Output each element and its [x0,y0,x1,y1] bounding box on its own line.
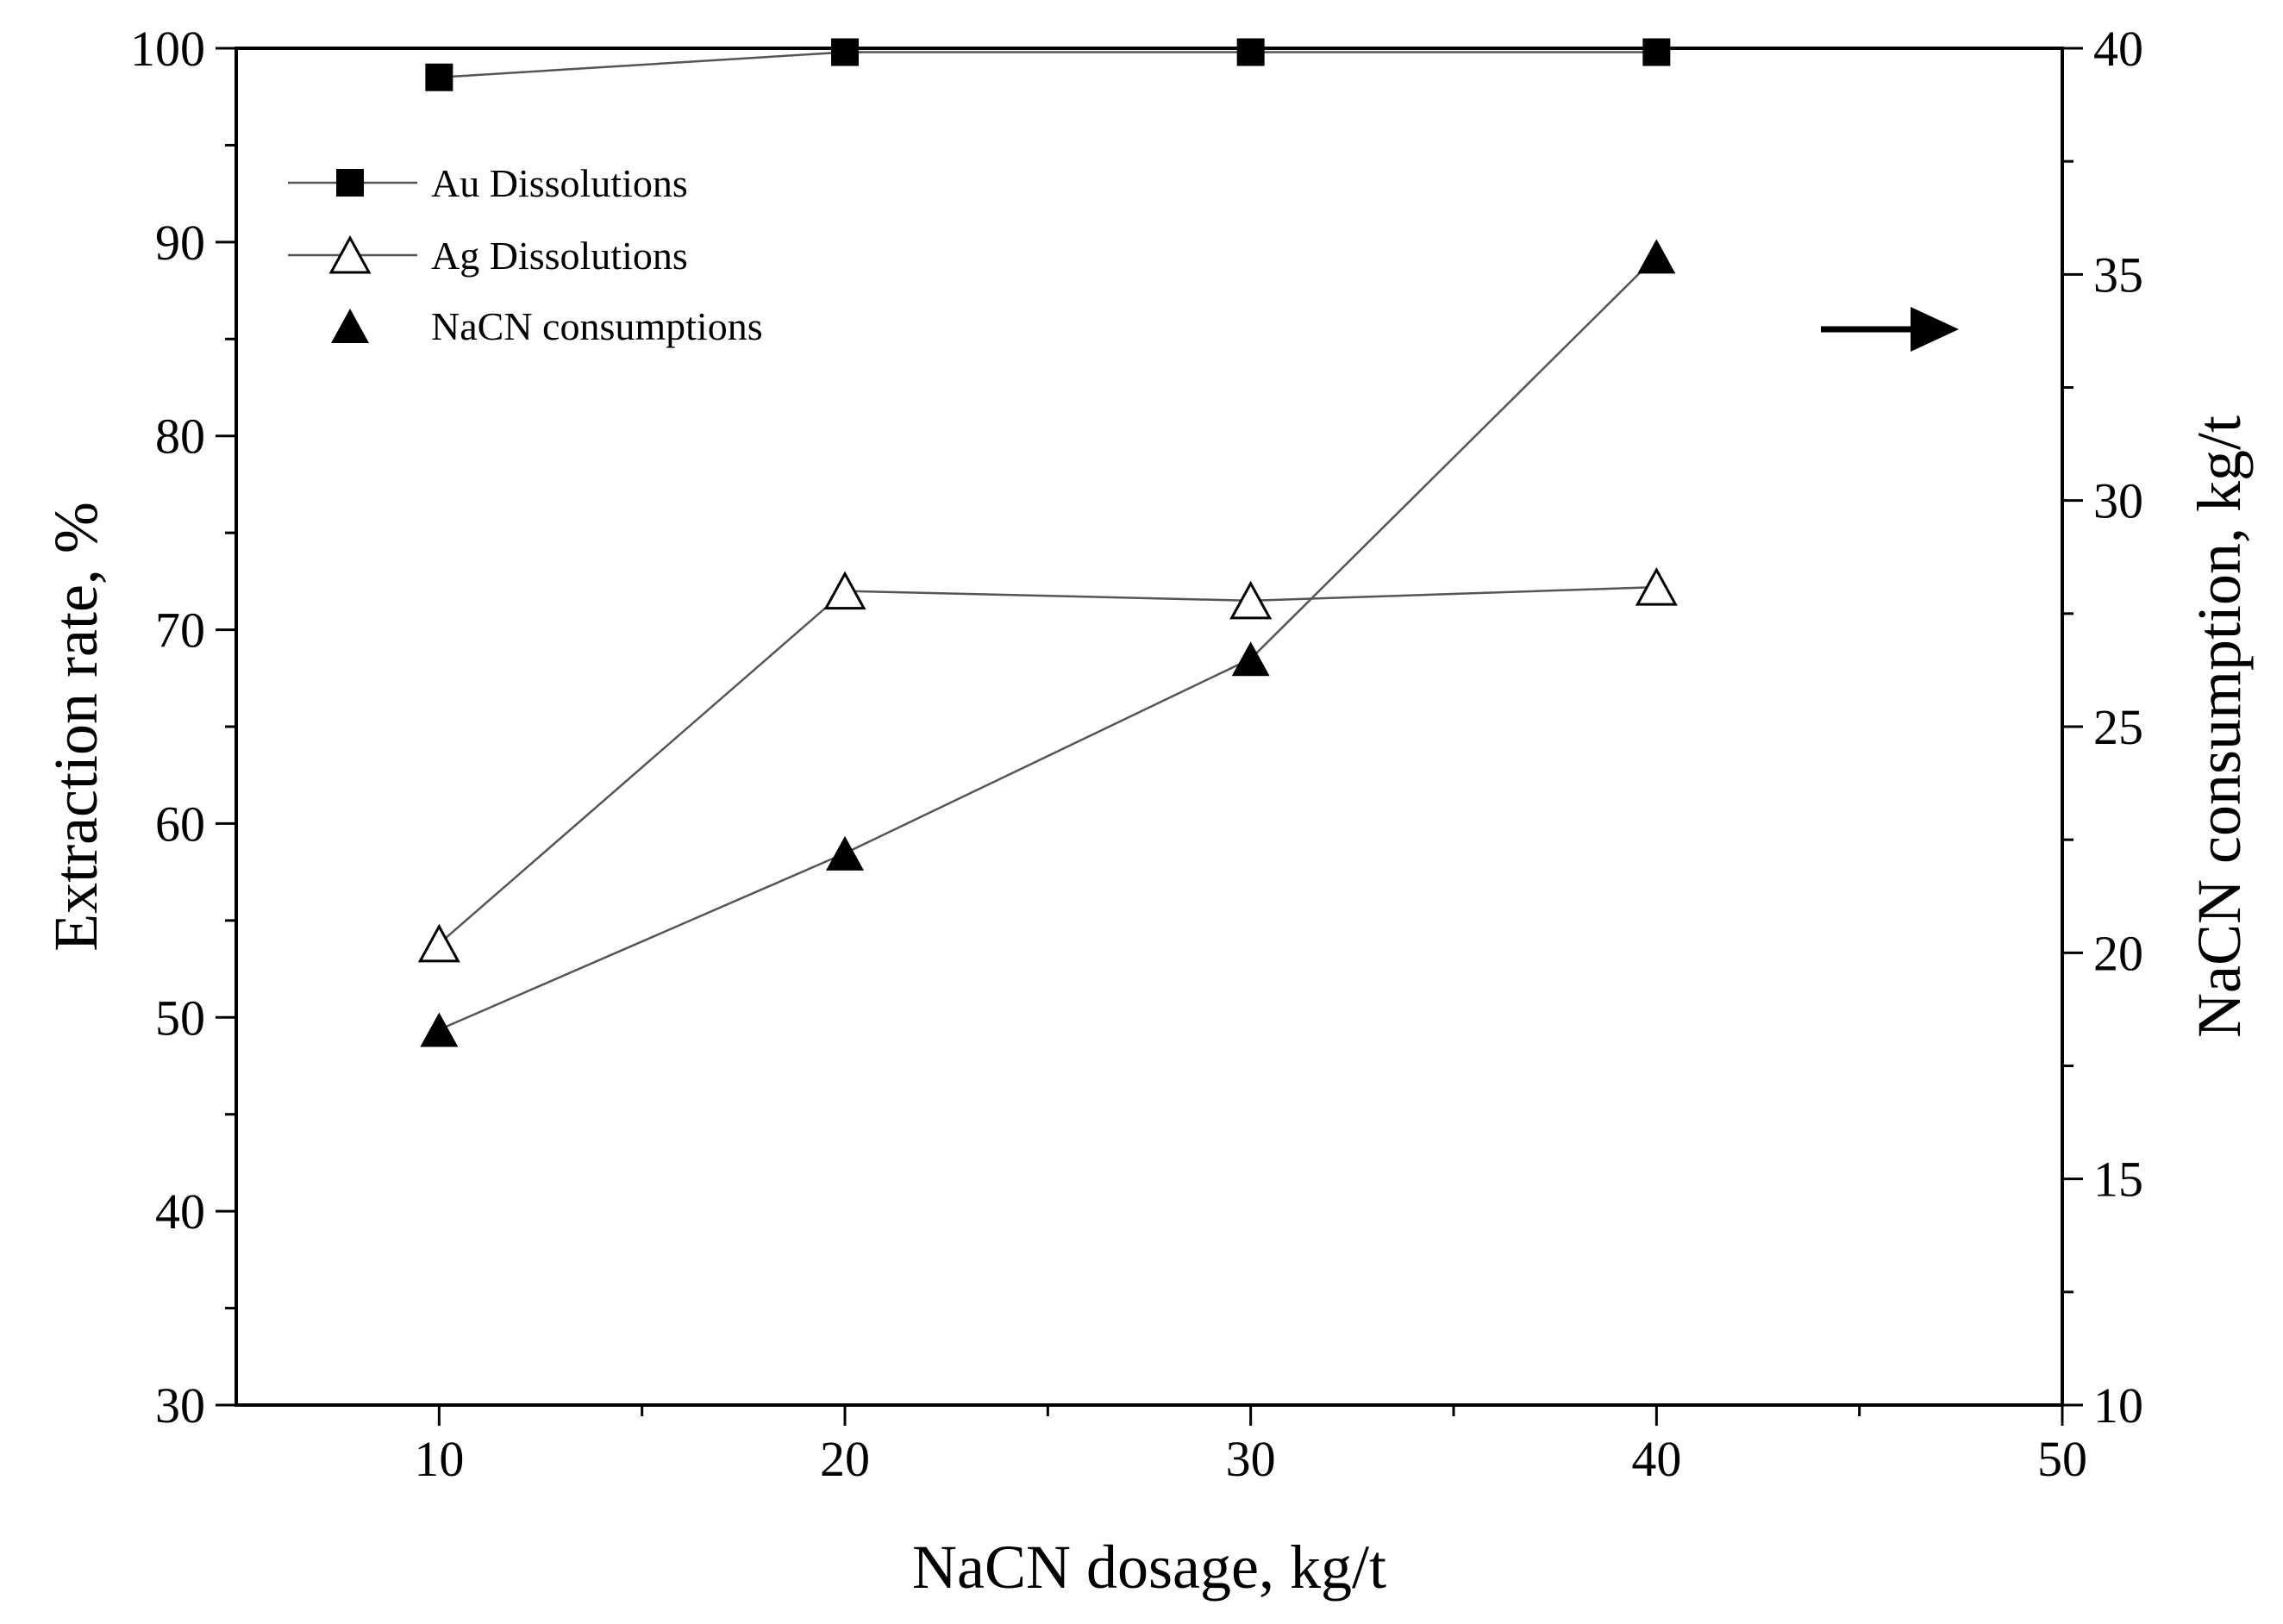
data-point-ag-dissolutions [1229,580,1273,620]
series-markers [417,38,1678,1047]
x-axis-title: NaCN dosage, kg/t [912,1533,1386,1602]
data-point-ag-dissolutions [417,923,460,963]
legend-marker-nacn-consumptions [331,309,369,343]
x-tick-label: 50 [2037,1431,2087,1487]
arrow-head [1911,307,1959,352]
data-point-au-dissolutions [831,38,859,66]
y-tick-label: 70 [155,603,205,659]
y2-tick-label: 25 [2093,699,2143,755]
y2-tick-label: 40 [2093,21,2143,77]
legend-marker-ag-dissolutions [328,234,372,274]
x-tick-label: 10 [414,1431,464,1487]
y2-tick-label: 10 [2093,1377,2143,1433]
data-point-au-dissolutions [1236,38,1265,66]
y2-tick-label: 15 [2093,1152,2143,1208]
y2-tick-label: 30 [2093,473,2143,529]
x-tick-label: 20 [820,1431,870,1487]
series-line-ag-dissolutions [438,585,1657,945]
x-tick-label: 40 [1631,1431,1681,1487]
y2-tick-label: 35 [2093,247,2143,303]
y-tick-label: 40 [155,1184,205,1240]
ticks: 10 20 30 40 50 30 40 50 60 70 80 90 100 10 15 20 25 30 35 4… [130,21,2143,1487]
legend-label-nacn-consumptions: NaCN consumptions [431,304,763,348]
y-tick-label: 30 [155,1377,205,1433]
y-tick-label: 60 [155,796,205,852]
data-point-ag-dissolutions [823,571,866,610]
series-line-nacn-consumptions [438,255,1658,1031]
y2-tick-label: 20 [2093,925,2143,981]
y-tick-label: 80 [155,409,205,465]
data-point-ag-dissolutions [1635,566,1678,606]
legend-label-ag-dissolutions: Ag Dissolutions [431,234,688,278]
data-point-nacn-consumptions [1231,641,1270,677]
axis-arrow [1821,307,1959,352]
y2-axis-title: NaCN consumption, kg/t [2185,415,2254,1038]
series-lines [438,51,1658,1031]
y-tick-label: 100 [130,21,205,77]
y-tick-label: 90 [155,215,205,271]
data-point-nacn-consumptions [826,835,864,871]
x-tick-label: 30 [1226,1431,1276,1487]
legend-label-au-dissolutions: Au Dissolutions [431,161,688,205]
legend-marker-au-dissolutions [336,169,364,197]
y-tick-label: 50 [155,990,205,1046]
data-point-au-dissolutions [1642,38,1671,66]
legend: Au Dissolutions Ag Dissolutions NaCN consu… [288,161,763,348]
data-point-nacn-consumptions [1637,239,1676,274]
data-point-nacn-consumptions [420,1012,459,1047]
series-line-au-dissolutions [439,51,1657,78]
data-point-au-dissolutions [425,63,453,91]
y-axis-title: Extraction rate, % [41,502,110,952]
